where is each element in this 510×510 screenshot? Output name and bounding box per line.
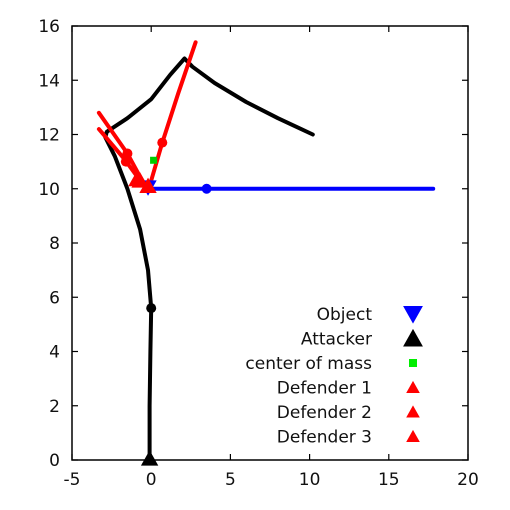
legend-symbol <box>403 328 423 347</box>
defender-path <box>146 40 198 194</box>
defender2-marker <box>139 177 157 194</box>
x-tick-label: 10 <box>299 470 321 490</box>
legend-symbol <box>403 306 423 324</box>
legend-label: Defender 2 <box>277 403 372 423</box>
defender3-marker <box>128 170 146 187</box>
legend-symbol <box>406 405 420 418</box>
attacker-path <box>103 56 315 462</box>
y-tick-label: 0 <box>49 451 60 471</box>
center_of_mass-marker <box>150 156 158 164</box>
y-tick-label: 4 <box>49 343 60 363</box>
legend-label: Defender 1 <box>277 379 372 399</box>
legend-label: Object <box>317 305 373 325</box>
path-dot-marker <box>157 137 168 148</box>
y-tick-label: 6 <box>49 288 60 308</box>
legend-label: Defender 3 <box>277 428 372 448</box>
x-tick-label: -5 <box>64 470 81 490</box>
legend-label: Attacker <box>301 330 372 350</box>
attacker-marker <box>140 450 159 466</box>
y-tick-label: 12 <box>38 126 60 146</box>
path-dot-marker <box>122 148 133 159</box>
y-tick-label: 10 <box>38 180 60 200</box>
legend-symbol <box>409 359 417 367</box>
path-dot-marker <box>146 303 157 314</box>
path-dot-marker <box>201 183 212 194</box>
y-tick-label: 8 <box>49 234 60 254</box>
x-tick-label: 5 <box>225 470 236 490</box>
legend-symbol <box>406 380 420 393</box>
x-tick-label: 15 <box>378 470 400 490</box>
plot-frame <box>71 25 469 461</box>
y-tick-label: 14 <box>38 71 60 91</box>
legend-symbol <box>406 429 420 442</box>
path-dot-marker <box>120 156 131 167</box>
legend-label: center of mass <box>245 354 372 374</box>
y-tick-label: 16 <box>38 17 60 37</box>
x-tick-label: 20 <box>457 470 479 490</box>
x-tick-label: 0 <box>146 470 157 490</box>
y-tick-label: 2 <box>49 397 60 417</box>
